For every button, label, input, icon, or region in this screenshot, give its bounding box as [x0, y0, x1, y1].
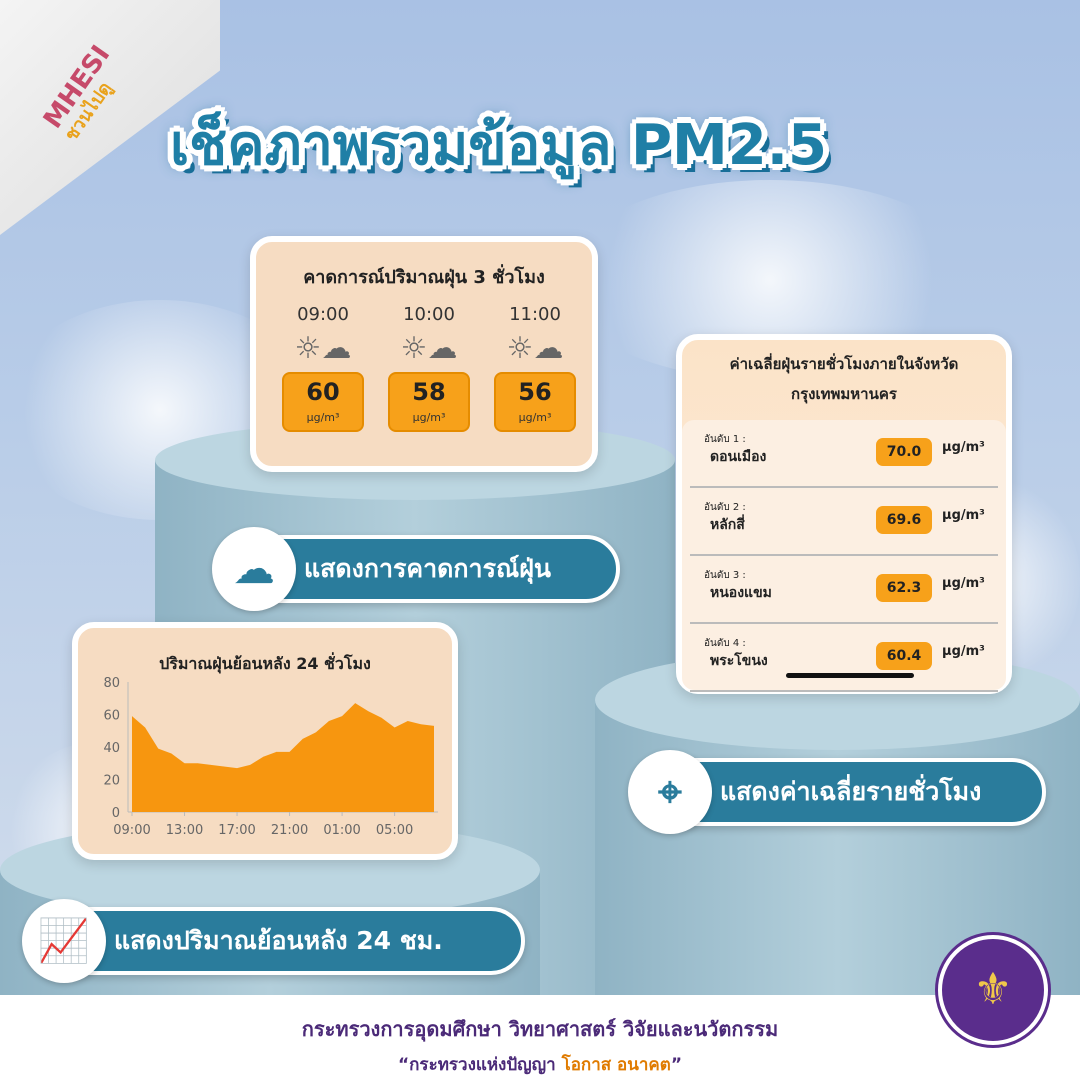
sun-cloud-dust-icon: ☼☁ [294, 331, 352, 366]
y-tick-label: 40 [103, 741, 120, 756]
forecast-value-box: 60 μg/m³ [282, 372, 364, 432]
forecast-card: คาดการณ์ปริมาณฝุ่น 3 ชั่วโมง 09:00 ☼☁ 60… [250, 236, 598, 472]
forecast-value: 60 [306, 378, 340, 406]
forecast-value: 56 [518, 378, 552, 406]
x-tick-label: 13:00 [166, 823, 203, 838]
dust-cloud-icon: ☁ [212, 527, 296, 611]
page-title: เช็คภาพรวมข้อมูล PM2.5 [170, 113, 827, 178]
forecast-value-box: 58 μg/m³ [388, 372, 470, 432]
forecast-time: 09:00 [297, 304, 349, 325]
ranking-card: ค่าเฉลี่ยฝุ่นรายชั่วโมงภายในจังหวัด กรุง… [676, 334, 1012, 694]
rank-label: อันดับ 2 : [704, 502, 746, 513]
history-chart-card: ปริมาณฝุ่นย้อนหลัง 24 ชั่วโมง 0 20 40 60 80 0… [72, 622, 458, 860]
ranking-row: อันดับ 3 : หนองแขม 62.3 μg/m³ [690, 556, 998, 624]
forecast-time: 11:00 [509, 304, 561, 325]
ranking-heading: ค่าเฉลี่ยฝุ่นรายชั่วโมงภายในจังหวัด [729, 355, 959, 373]
y-tick-label: 80 [103, 676, 120, 691]
y-tick-label: 0 [112, 806, 120, 821]
district-name: หลักสี่ [710, 517, 745, 533]
x-tick-label: 21:00 [271, 823, 308, 838]
forecast-unit: μg/m³ [412, 411, 446, 424]
rank-label: อันดับ 1 : [704, 434, 746, 445]
unit-label: μg/m³ [942, 440, 985, 455]
forecast-time: 10:00 [403, 304, 455, 325]
ranking-row: อันดับ 1 : ดอนเมือง 70.0 μg/m³ [690, 420, 998, 488]
unit-label: μg/m³ [942, 576, 985, 591]
ministry-seal-logo: ⚜ [938, 935, 1048, 1045]
y-tick-label: 60 [103, 709, 120, 724]
forecast-item: 09:00 ☼☁ 60 μg/m³ [268, 304, 378, 432]
pm-value-badge: 60.4 [876, 642, 932, 670]
average-label-pill: ⌖ แสดงค่าเฉลี่ยรายชั่วโมง [628, 750, 1046, 834]
average-label: แสดงค่าเฉลี่ยรายชั่วโมง [720, 777, 982, 806]
x-tick-label: 17:00 [218, 823, 255, 838]
ranking-row: อันดับ 2 : หลักสี่ 69.6 μg/m³ [690, 488, 998, 556]
history-label-pill: 📈 แสดงปริมาณย้อนหลัง 24 ชม. [22, 899, 525, 983]
forecast-label: แสดงการคาดการณ์ฝุ่น [304, 554, 551, 583]
slogan-text: “กระทรวงแห่งปัญญา [397, 1055, 562, 1075]
area-series [132, 703, 434, 812]
pm-value-badge: 62.3 [876, 574, 932, 602]
forecast-unit: μg/m³ [518, 411, 552, 424]
district-name: หนองแขม [710, 585, 772, 601]
x-tick-label: 09:00 [113, 823, 150, 838]
district-name: พระโขนง [710, 653, 768, 669]
forecast-item: 11:00 ☼☁ 56 μg/m³ [480, 304, 590, 432]
pm-value-badge: 70.0 [876, 438, 932, 466]
forecast-value-box: 56 μg/m³ [494, 372, 576, 432]
forecast-unit: μg/m³ [306, 411, 340, 424]
x-tick-label: 05:00 [376, 823, 413, 838]
rank-label: อันดับ 3 : [704, 570, 746, 581]
ranking-list: อันดับ 1 : ดอนเมือง 70.0 μg/m³ อันดับ 2 : หลั… [682, 420, 1006, 692]
ministry-name: กระทรวงการอุดมศึกษา วิทยาศาสตร์ วิจัยและ… [301, 1017, 779, 1041]
home-indicator [786, 673, 914, 678]
pm-value-badge: 69.6 [876, 506, 932, 534]
slogan-highlight: โอกาส อนาคต [561, 1055, 671, 1075]
map-pin-icon: ⌖ [628, 750, 712, 834]
sun-cloud-dust-icon: ☼☁ [400, 331, 458, 366]
line-chart-icon: 📈 [22, 899, 106, 983]
chart-title: ปริมาณฝุ่นย้อนหลัง 24 ชั่วโมง [159, 654, 371, 673]
district-name: ดอนเมือง [710, 449, 767, 465]
ranking-province: กรุงเทพมหานคร [791, 385, 897, 403]
y-tick-label: 20 [103, 774, 120, 789]
history-label: แสดงปริมาณย้อนหลัง 24 ชม. [114, 926, 443, 955]
sun-cloud-dust-icon: ☼☁ [506, 331, 564, 366]
ranking-row: อันดับ 4 : พระโขนง 60.4 μg/m³ [690, 624, 998, 692]
slogan-close: ” [670, 1055, 683, 1075]
x-tick-label: 01:00 [323, 823, 360, 838]
rank-label: อันดับ 4 : [704, 638, 746, 649]
unit-label: μg/m³ [942, 508, 985, 523]
footer: กระทรวงการอุดมศึกษา วิทยาศาสตร์ วิจัยและ… [0, 995, 1080, 1080]
forecast-value: 58 [412, 378, 446, 406]
forecast-item: 10:00 ☼☁ 58 μg/m³ [374, 304, 484, 432]
slogan: “กระทรวงแห่งปัญญา โอกาส อนาคต” [0, 1051, 1080, 1078]
unit-label: μg/m³ [942, 644, 985, 659]
history-area-chart: 0 20 40 60 80 09:00 13:00 17:00 21:00 01:00 05:00 [103, 676, 438, 838]
forecast-heading: คาดการณ์ปริมาณฝุ่น 3 ชั่วโมง [303, 267, 545, 288]
forecast-label-pill: ☁ แสดงการคาดการณ์ฝุ่น [212, 527, 620, 611]
